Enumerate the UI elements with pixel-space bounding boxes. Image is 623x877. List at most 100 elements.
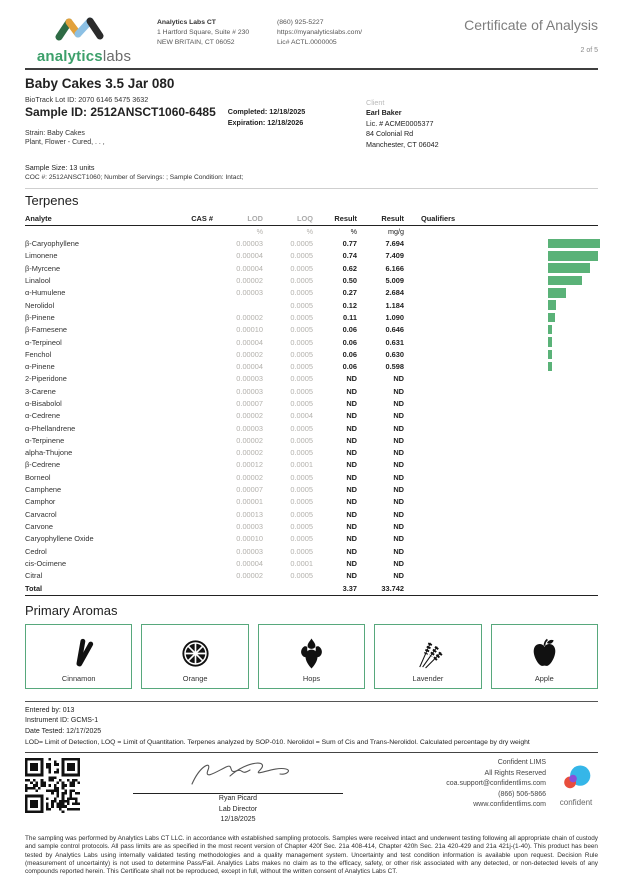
analyte-name: Camphor <box>25 497 56 507</box>
aroma-label: Apple <box>534 673 554 683</box>
result-bar <box>548 411 598 421</box>
loq-value: 0.0005 <box>290 534 313 544</box>
lims-website-link[interactable]: www.confidentlims.com <box>473 801 546 809</box>
result-bar <box>548 522 598 532</box>
col-result-mg: Result <box>381 214 404 224</box>
lab-website-link[interactable]: https://myanalyticslabs.com/ <box>277 28 362 36</box>
result-bar <box>548 571 598 581</box>
result-pct-value: ND <box>346 460 357 470</box>
lod-value: 0.00004 <box>236 337 263 347</box>
result-mg-value: ND <box>393 546 404 556</box>
result-pct-value: ND <box>346 472 357 482</box>
analyte-name: 2-Piperidone <box>25 374 67 384</box>
lab-address-line1: 1 Hartford Square, Suite # 230 <box>157 28 250 36</box>
coc-number: COC #: 2512ANSCT1060; Number of Servings… <box>25 174 244 182</box>
lod-value: 0.00007 <box>236 398 263 408</box>
aroma-box-apple: Apple <box>490 623 599 689</box>
result-mg-value: 0.630 <box>385 349 405 359</box>
result-bar <box>548 534 598 544</box>
terpenes-section-title: Terpenes <box>25 193 79 209</box>
result-bar-cell <box>520 361 598 372</box>
loq-value: 0.0005 <box>290 288 313 298</box>
result-mg-value: 1.184 <box>385 300 405 310</box>
sample-info: BioTrack Lot ID: 2070 6146 5475 3632 Sam… <box>25 95 598 150</box>
analyte-name: Fenchol <box>25 349 52 359</box>
result-pct-value: ND <box>346 423 357 433</box>
lod-value: 0.00004 <box>236 263 263 273</box>
lims-email-link[interactable]: coa.support@confidentlims.com <box>446 780 546 788</box>
sample-size: Sample Size: 13 units <box>25 163 95 173</box>
result-pct-value: ND <box>346 521 357 531</box>
loq-value: 0.0005 <box>290 521 313 531</box>
loq-value: 0.0005 <box>290 398 313 408</box>
result-bar-cell <box>520 436 598 446</box>
total-result-pct: 3.37 <box>342 583 357 593</box>
lims-rights: All Rights Reserved <box>484 769 546 777</box>
loq-value: 0.0005 <box>290 300 313 310</box>
result-pct-value: ND <box>346 448 357 458</box>
lab-logo-text: analyticslabs <box>25 48 143 65</box>
aromas-section-title: Primary Aromas <box>25 602 118 618</box>
lod-value: 0.00010 <box>236 325 263 335</box>
brand-primary: analytics <box>36 48 103 65</box>
result-mg-value: 5.009 <box>385 276 405 286</box>
result-mg-value: ND <box>393 423 404 433</box>
analyte-name: Caryophyllene Oxide <box>25 534 94 544</box>
terpene-table-units: % % % mg/g <box>25 226 598 237</box>
lod-value: 0.00002 <box>236 312 263 322</box>
lod-value: 0.00004 <box>236 251 263 261</box>
page-title: Certificate of Analysis <box>464 17 598 33</box>
result-bar-cell <box>520 312 598 323</box>
sample-details: BioTrack Lot ID: 2070 6146 5475 3632 Sam… <box>25 95 340 150</box>
lab-license: Lic# ACTL.0000005 <box>277 38 337 46</box>
lavender-icon <box>419 642 443 669</box>
lod-value: 0.00002 <box>236 448 263 458</box>
result-mg-value: ND <box>393 472 404 482</box>
result-pct-value: 0.74 <box>342 251 357 261</box>
page-number: 2 of 5 <box>580 47 598 54</box>
table-row: Fenchol 0.00002 0.0005 0.06 0.630 <box>25 348 598 360</box>
table-row: Borneol 0.00002 0.0005 ND ND <box>25 471 598 483</box>
result-pct-value: ND <box>346 398 357 408</box>
header: analyticslabs Analytics Labs CT 1 Hartfo… <box>25 12 598 65</box>
table-row: Cedrol 0.00003 0.0005 ND ND <box>25 545 598 557</box>
result-mg-value: ND <box>393 509 404 519</box>
loq-value: 0.0005 <box>290 263 313 273</box>
lod-value: 0.00002 <box>236 571 263 581</box>
signer-name: Ryan Picard <box>218 795 258 803</box>
result-bar-cell <box>520 571 598 581</box>
loq-value: 0.0005 <box>290 337 313 347</box>
result-mg-value: ND <box>393 448 404 458</box>
analyte-name: Borneol <box>25 472 51 482</box>
aroma-box-hops: Hops <box>257 623 366 689</box>
result-pct-value: 0.50 <box>342 276 357 286</box>
table-row: Camphene 0.00007 0.0005 ND ND <box>25 483 598 495</box>
col-result-pct: Result <box>334 214 357 224</box>
client-address-line2: Manchester, CT 06042 <box>366 139 439 149</box>
aroma-label: Lavender <box>412 673 444 683</box>
loq-value: 0.0001 <box>290 558 313 568</box>
terpene-total-row: Total 3.37 33.742 <box>25 582 598 596</box>
analyte-name: Cedrol <box>25 546 47 556</box>
result-bar <box>548 251 598 261</box>
table-row: Carvacrol 0.00013 0.0005 ND ND <box>25 508 598 520</box>
result-mg-value: ND <box>393 374 404 384</box>
table-row: β-Pinene 0.00002 0.0005 0.11 1.090 <box>25 311 598 323</box>
analyte-name: Carvone <box>25 521 53 531</box>
result-bar-cell <box>520 546 598 556</box>
table-row: α-Cedrene 0.00002 0.0004 ND ND <box>25 410 598 422</box>
result-bar <box>548 485 598 495</box>
lims-name: Confident LIMS <box>497 759 546 767</box>
loq-value: 0.0005 <box>290 472 313 482</box>
product-name: Baby Cakes 3.5 Jar 080 <box>25 76 175 91</box>
result-bar <box>548 300 557 310</box>
signature-line <box>133 758 343 795</box>
loq-value: 0.0005 <box>290 448 313 458</box>
date-tested: Date Tested: 12/17/2025 <box>25 727 102 735</box>
loq-value: 0.0005 <box>290 485 313 495</box>
result-pct-value: 0.77 <box>342 239 357 249</box>
analyte-name: α-Terpineol <box>25 337 62 347</box>
table-row: α-Humulene 0.00003 0.0005 0.27 2.684 <box>25 287 598 299</box>
result-bar-cell <box>520 485 598 495</box>
table-row: Nerolidol 0.0005 0.12 1.184 <box>25 299 598 311</box>
